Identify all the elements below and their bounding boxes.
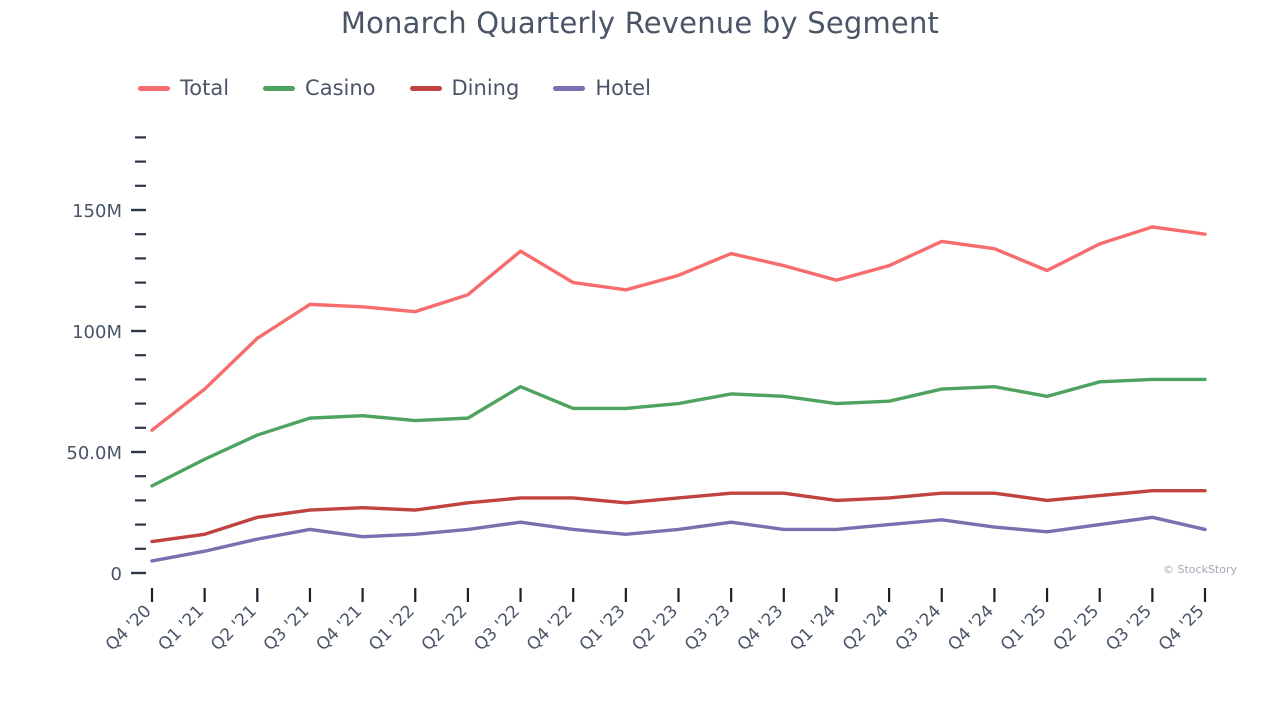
x-axis-label: Q4 '21 [312, 601, 366, 655]
x-axis-label: Q1 '21 [155, 601, 209, 655]
legend-label: Dining [451, 76, 520, 100]
legend-swatch-icon [263, 85, 296, 91]
x-axis-label: Q3 '22 [470, 601, 524, 655]
legend-swatch-icon [409, 85, 442, 91]
x-axis-label: Q1 '23 [576, 601, 630, 655]
x-axis-label: Q3 '25 [1102, 601, 1156, 655]
legend-item-hotel[interactable]: Hotel [553, 76, 651, 100]
series-line-hotel [150, 515, 1207, 563]
series-line-casino [150, 377, 1207, 488]
x-axis-label: Q2 '22 [418, 601, 472, 655]
x-axis-label: Q4 '25 [1155, 601, 1209, 655]
x-axis-label: Q3 '21 [260, 601, 314, 655]
chart-legend: Total Casino Dining Hotel [138, 76, 651, 100]
x-axis-label: Q1 '22 [365, 601, 419, 655]
legend-item-casino[interactable]: Casino [263, 76, 376, 100]
y-axis-label: 0 [111, 564, 122, 585]
legend-label: Total [180, 76, 230, 100]
series-line-dining [150, 489, 1207, 544]
legend-swatch-icon [553, 85, 586, 91]
y-axis-label: 150M [72, 201, 122, 222]
watermark: © StockStory [1163, 563, 1237, 576]
legend-label: Casino [305, 76, 376, 100]
x-axis-label: Q1 '24 [786, 601, 840, 655]
x-axis-label: Q4 '24 [944, 601, 998, 655]
y-axis-label: 50.0M [66, 443, 122, 464]
x-axis-label: Q3 '24 [892, 601, 946, 655]
x-axis-label: Q4 '23 [734, 601, 788, 655]
y-axis-label: 100M [72, 322, 122, 343]
x-axis-label: Q2 '23 [628, 601, 682, 655]
legend-item-dining[interactable]: Dining [409, 76, 520, 100]
x-axis-label: Q2 '25 [1050, 601, 1104, 655]
legend-swatch-icon [138, 85, 170, 91]
chart-title: Monarch Quarterly Revenue by Segment [340, 6, 940, 40]
series-line-total [150, 225, 1207, 432]
x-axis-label: Q3 '23 [681, 601, 735, 655]
legend-item-total[interactable]: Total [138, 76, 229, 100]
x-axis-label: Q4 '20 [102, 601, 156, 655]
x-axis-label: Q2 '24 [839, 601, 893, 655]
x-axis-label: Q4 '22 [523, 601, 577, 655]
x-axis-label: Q2 '21 [207, 601, 261, 655]
legend-label: Hotel [595, 76, 651, 100]
x-axis-label: Q1 '25 [997, 601, 1051, 655]
